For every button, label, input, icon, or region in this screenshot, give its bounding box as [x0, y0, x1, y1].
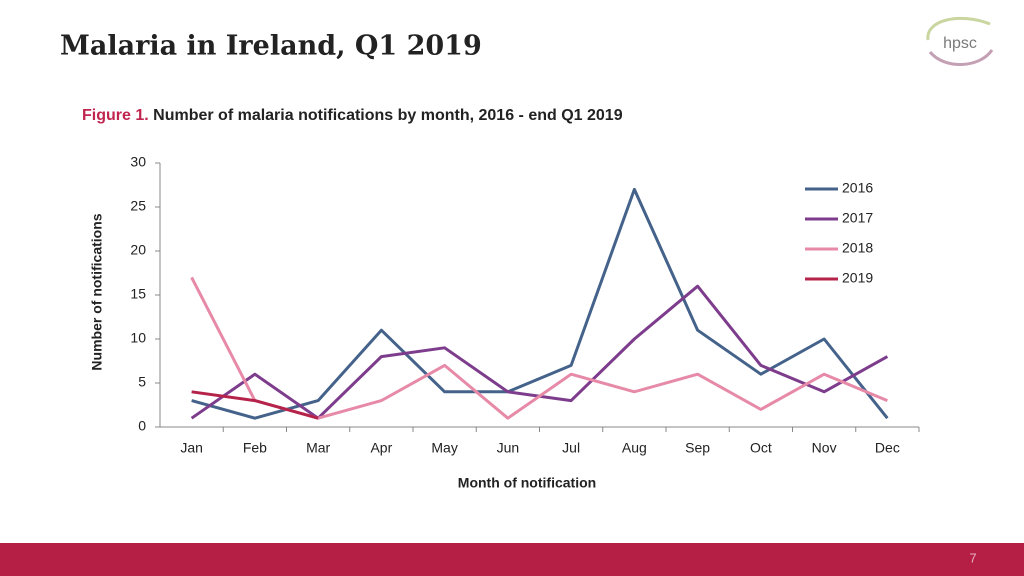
x-tick-label: Apr: [370, 440, 392, 456]
x-tick-label: Mar: [306, 440, 330, 456]
y-tick-label: 25: [130, 198, 146, 214]
legend-label: 2019: [842, 270, 873, 286]
footer-bar: [0, 543, 1024, 576]
figure-label: Figure 1.: [82, 107, 149, 124]
y-axis-label: Number of notifications: [89, 213, 105, 370]
series-line: [190, 276, 888, 420]
legend-label: 2018: [842, 240, 873, 256]
y-tick-label: 20: [130, 242, 146, 258]
y-tick-label: 30: [130, 154, 146, 170]
x-tick-label: Sep: [685, 440, 710, 456]
y-tick-label: 10: [130, 330, 146, 346]
logo-swoosh: [926, 16, 991, 41]
series-line: [191, 187, 889, 420]
legend-label: 2016: [842, 180, 873, 196]
chart-title: Number of malaria notifications by month…: [153, 107, 623, 124]
series-line: [191, 390, 319, 420]
x-tick-label: Feb: [243, 440, 267, 456]
y-tick-label: 0: [138, 418, 146, 434]
x-tick-label: Nov: [812, 440, 837, 456]
x-tick-label: May: [431, 440, 457, 456]
logo-text: hpsc: [943, 35, 977, 52]
legend-label: 2017: [842, 210, 873, 226]
x-tick-label: Jun: [497, 440, 520, 456]
page-number: 7: [969, 550, 976, 565]
x-tick-label: Dec: [875, 440, 900, 456]
logo-swoosh: [928, 49, 994, 66]
logo: hpsc: [926, 16, 994, 66]
x-tick-label: Aug: [622, 440, 647, 456]
y-tick-label: 5: [138, 374, 146, 390]
slide-title: Malaria in Ireland, Q1 2019: [60, 31, 482, 62]
x-tick-label: Jul: [562, 440, 580, 456]
y-tick-label: 15: [130, 286, 146, 302]
chart-caption: Figure 1. Number of malaria notification…: [82, 107, 623, 124]
x-tick-label: Jan: [180, 440, 203, 456]
x-tick-label: Oct: [750, 440, 772, 456]
x-axis-label: Month of notification: [458, 475, 596, 491]
